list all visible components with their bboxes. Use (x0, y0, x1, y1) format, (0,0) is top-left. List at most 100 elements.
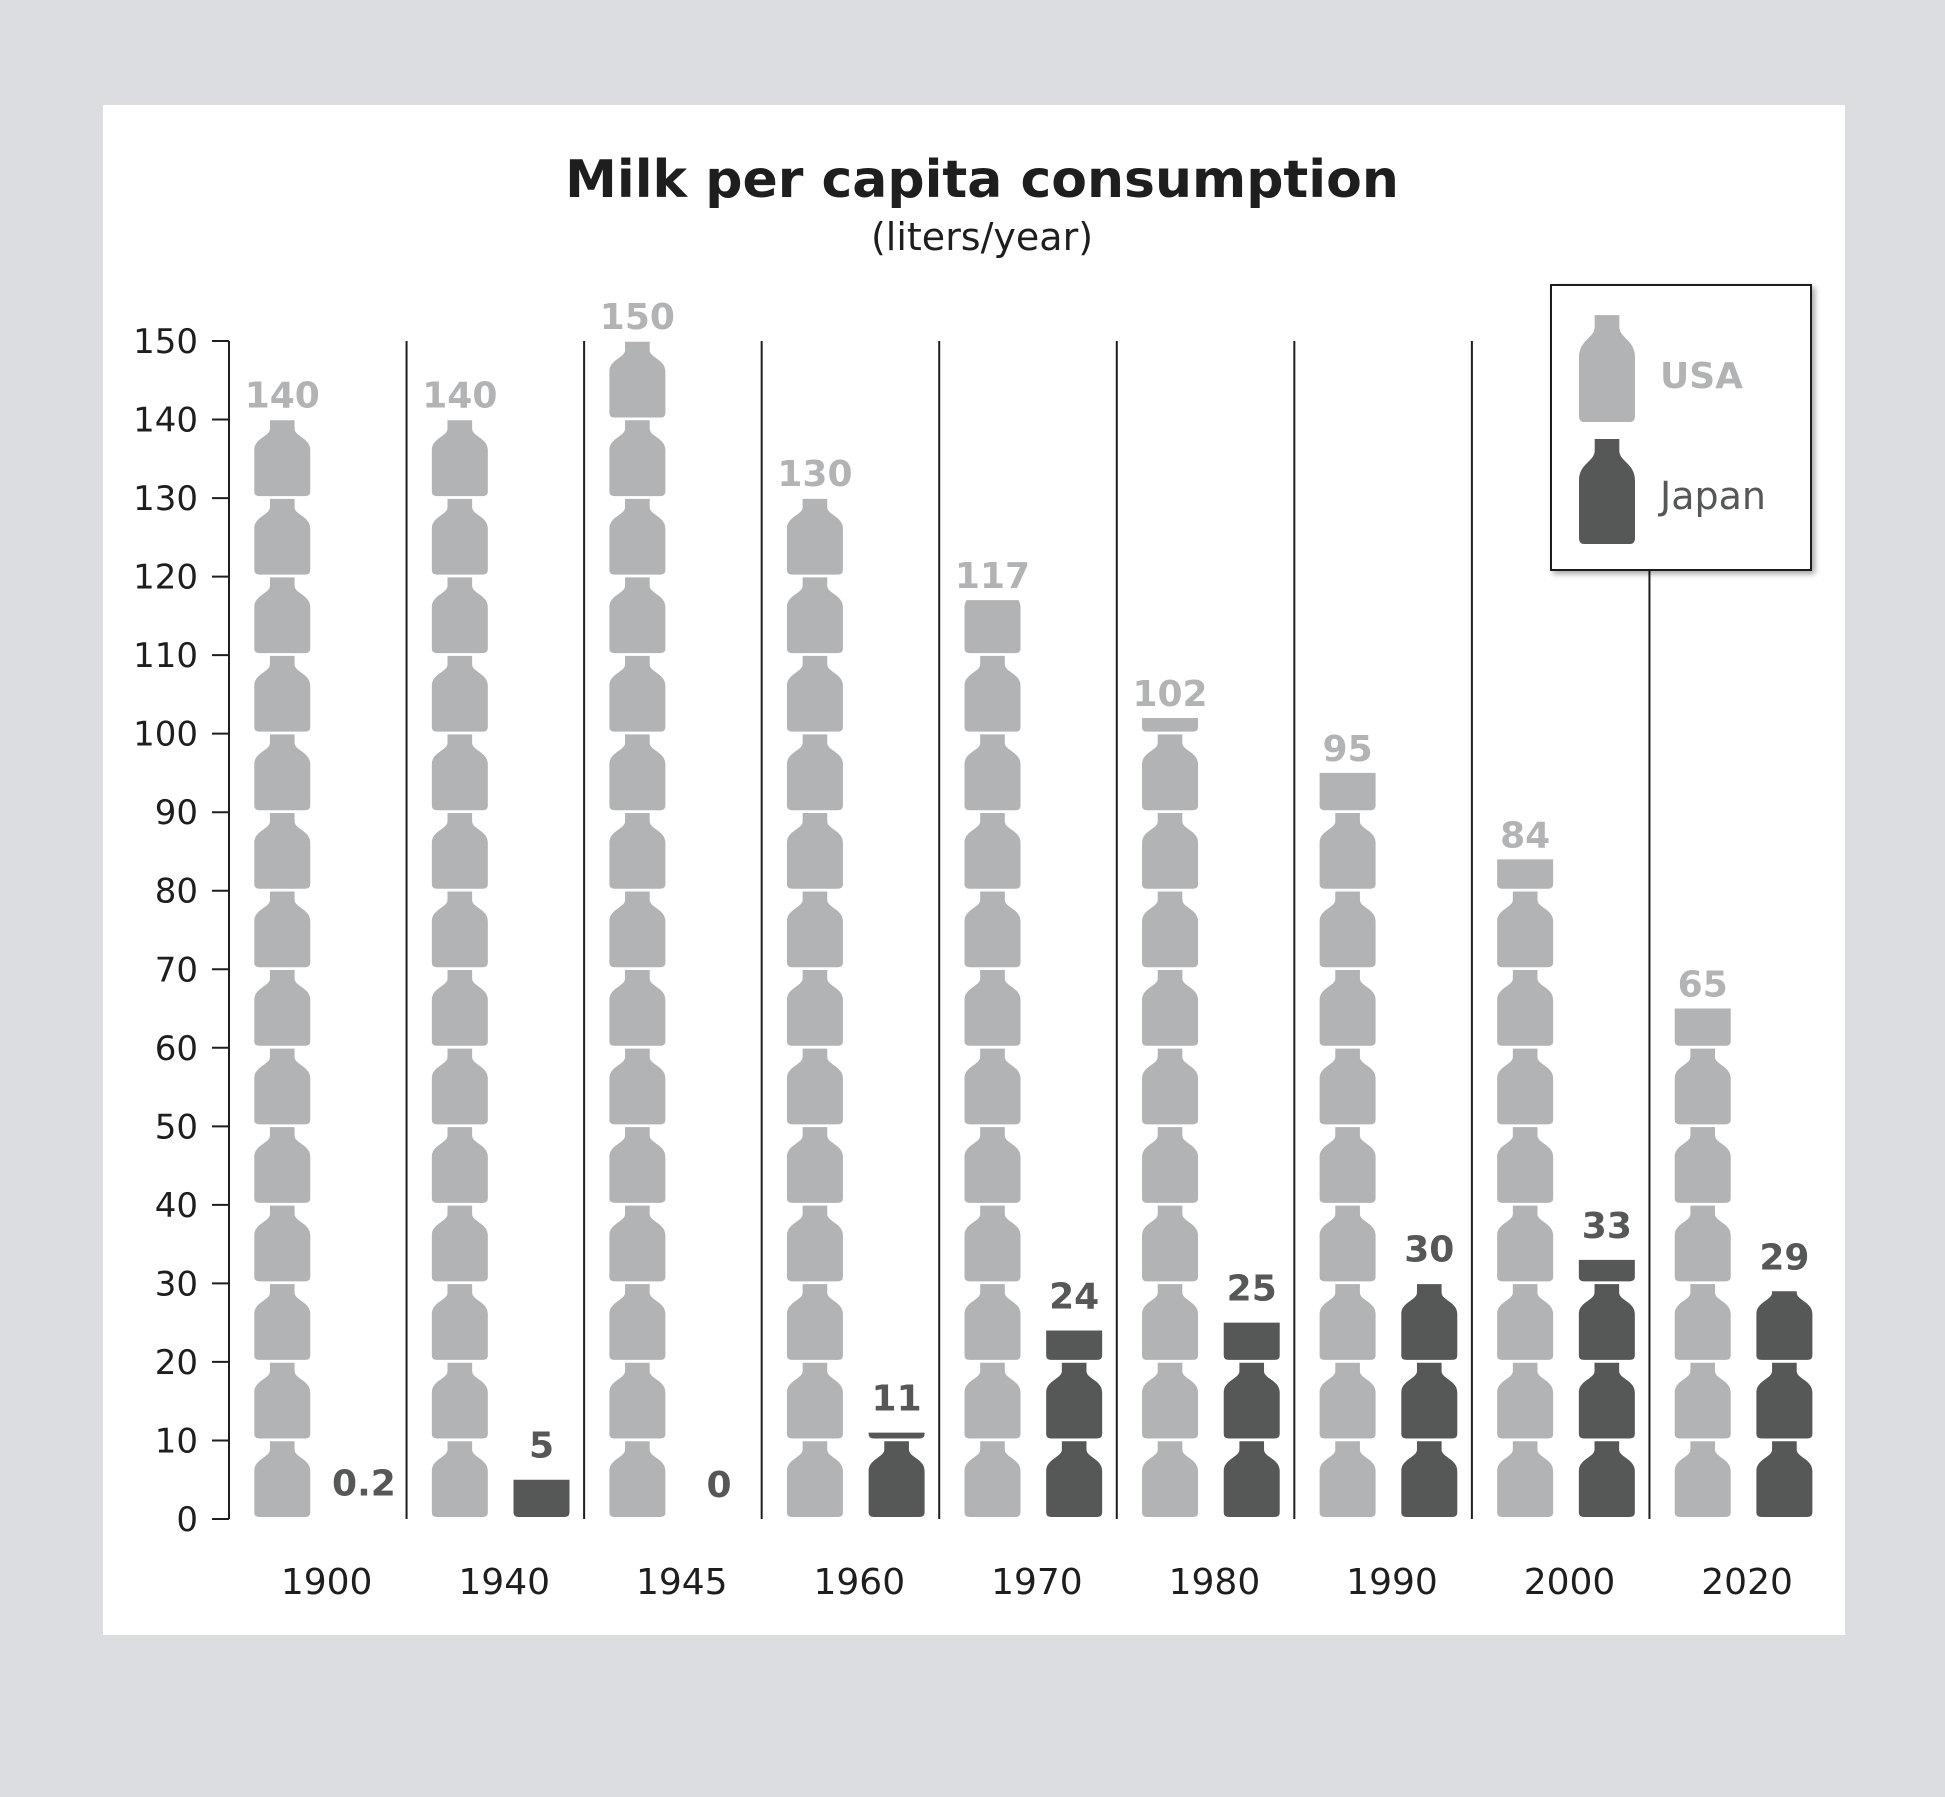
category-labels: 1900 1940 1945 1960 1970 1980 1990 2000 2020 (281, 1562, 1793, 1603)
milk-bottle-icon (786, 891, 843, 968)
category-column-2020: 65 29 (1674, 965, 1813, 1517)
milk-bottle-icon (1142, 1441, 1199, 1517)
category-column-1960: 130 11 (777, 454, 925, 1517)
y-tick-label: 120 (133, 558, 198, 598)
milk-bottle-icon (1319, 772, 1376, 811)
milk-bottle-icon (1579, 315, 1635, 422)
milk-bottle-icon (786, 1441, 843, 1517)
milk-bottle-icon (1223, 1322, 1280, 1360)
milk-bottle-icon (1674, 1205, 1731, 1282)
milk-bottle-icon (964, 1048, 1021, 1125)
milk-bottle-icon (254, 970, 311, 1046)
milk-bottle-icon (786, 498, 843, 575)
milk-bottle-icon (1319, 1205, 1376, 1282)
milk-bottle-icon (1319, 1127, 1376, 1203)
milk-bottle-icon (964, 812, 1021, 889)
milk-bottle-icon (1046, 1362, 1103, 1439)
legend-label-japan: Japan (1658, 474, 1766, 518)
milk-bottle-icon (964, 1362, 1021, 1439)
milk-bottle-icon (1046, 1441, 1103, 1517)
value-label-japan: 30 (1404, 1229, 1454, 1270)
value-label-usa: 117 (955, 556, 1030, 597)
chart-marks: 1400.21405150013011117241022595308433652… (245, 297, 1813, 1517)
milk-bottle-icon (1319, 1441, 1376, 1517)
milk-bottle-icon (1756, 1291, 1813, 1360)
milk-bottle-icon (786, 1284, 843, 1360)
milk-bottle-icon (431, 1048, 488, 1125)
bar-usa (1142, 717, 1199, 1517)
milk-bottle-icon (1497, 1284, 1554, 1360)
milk-bottle-icon (1319, 1048, 1376, 1125)
y-axis: 0 10 20 30 40 50 60 70 80 90 100 110 120 130 140 150 (133, 322, 230, 1540)
category-column-1990: 95 30 (1319, 729, 1458, 1517)
y-tick-label: 80 (155, 872, 198, 912)
milk-bottle-icon (786, 1048, 843, 1125)
bar-japan (513, 1479, 570, 1517)
milk-bottle-icon (1142, 891, 1199, 968)
y-tick-label: 100 (133, 715, 198, 755)
milk-bottle-icon (609, 812, 666, 889)
x-tick-label: 1980 (1169, 1562, 1261, 1603)
milk-bottle-icon (786, 812, 843, 889)
milk-bottle-icon (786, 1127, 843, 1203)
category-column-2000: 84 33 (1497, 815, 1635, 1517)
y-tick-label: 90 (155, 793, 198, 833)
milk-bottle-icon (1579, 315, 1635, 422)
milk-bottle-icon (964, 1441, 1021, 1517)
x-tick-label: 1960 (814, 1562, 906, 1603)
milk-bottle-icon (1142, 1048, 1199, 1125)
milk-bottle-icon (786, 1362, 843, 1439)
milk-bottle-icon (609, 655, 666, 732)
value-label-japan: 25 (1227, 1269, 1277, 1310)
milk-bottle-icon (609, 970, 666, 1046)
milk-bottle-icon (609, 341, 666, 418)
milk-bottle-icon (254, 1048, 311, 1125)
x-tick-label: 1990 (1346, 1562, 1438, 1603)
milk-bottle-icon (786, 577, 843, 654)
bar-japan (1756, 1291, 1813, 1517)
milk-bottle-icon (1579, 439, 1635, 544)
milk-bottle-icon (1497, 891, 1554, 968)
bar-japan (1046, 1330, 1103, 1517)
milk-bottle-icon (1223, 1362, 1280, 1439)
value-label-japan: 5 (529, 1426, 554, 1467)
legend: USA Japan (1550, 284, 1812, 571)
milk-bottle-icon (254, 1205, 311, 1282)
milk-bottle-icon (254, 655, 311, 732)
milk-bottle-icon (1497, 859, 1554, 889)
milk-bottle-icon (1756, 1441, 1813, 1517)
milk-bottle-icon (431, 498, 488, 575)
chart-title: Milk per capita consumption (565, 150, 1399, 210)
category-column-1970: 117 24 (955, 556, 1103, 1517)
milk-bottle-icon (1401, 1441, 1458, 1517)
y-tick-label: 10 (155, 1421, 198, 1461)
milk-bottle-icon (254, 734, 311, 811)
milk-bottle-icon (964, 1205, 1021, 1282)
milk-bottle-icon (254, 498, 311, 575)
milk-bottle-icon (1497, 1205, 1554, 1282)
milk-bottle-icon (1319, 970, 1376, 1046)
milk-bottle-icon (1319, 1362, 1376, 1439)
milk-bottle-icon (1756, 1362, 1813, 1439)
value-label-japan: 11 (872, 1379, 922, 1420)
bar-usa (786, 498, 843, 1517)
milk-bottle-icon (1142, 970, 1199, 1046)
bar-usa (254, 420, 311, 1517)
milk-bottle-icon (1674, 1127, 1731, 1203)
milk-bottle-icon (1497, 1441, 1554, 1517)
milk-bottle-icon (1319, 812, 1376, 889)
milk-bottle-icon (786, 734, 843, 811)
milk-bottle-icon (1142, 734, 1199, 811)
milk-bottle-icon (1497, 1127, 1554, 1203)
milk-bottle-icon (964, 970, 1021, 1046)
milk-bottle-icon (1674, 1441, 1731, 1517)
milk-bottle-icon (1142, 812, 1199, 889)
milk-bottle-icon (609, 891, 666, 968)
category-column-1940: 140 5 (422, 376, 570, 1517)
y-tick-label: 20 (155, 1343, 198, 1383)
milk-bottle-icon (964, 891, 1021, 968)
x-tick-label: 1940 (458, 1562, 550, 1603)
value-label-usa: 140 (245, 376, 320, 417)
